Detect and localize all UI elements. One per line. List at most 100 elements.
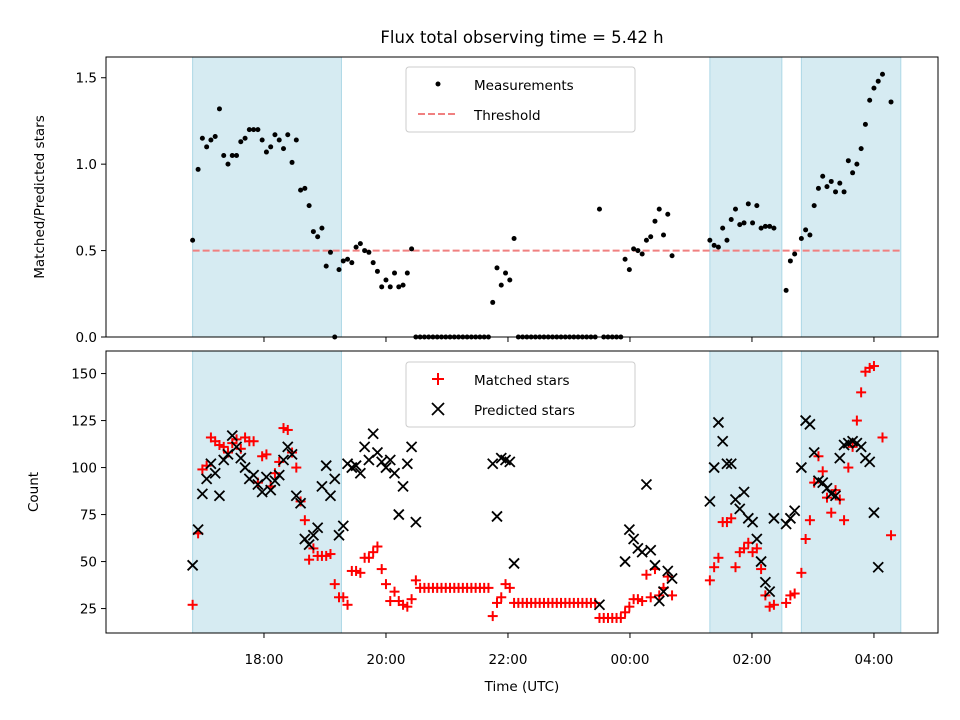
predicted-point: [657, 586, 670, 598]
observing-window: [709, 56, 783, 338]
predicted-point: [388, 467, 401, 479]
matched-point: [496, 592, 507, 603]
measurement-point: [626, 267, 632, 273]
predicted-point: [868, 507, 880, 519]
predicted-point: [789, 505, 801, 517]
predicted-point: [640, 478, 653, 491]
predicted-point: [808, 446, 820, 459]
measurement-point: [345, 256, 351, 262]
y-tick-label: 150: [71, 367, 97, 383]
matched-point: [325, 549, 336, 560]
matched-point: [483, 582, 494, 593]
x-axis-label: Time (UTC): [484, 679, 560, 695]
measurement-point: [875, 78, 881, 84]
predicted-point: [312, 522, 324, 534]
measurement-point: [724, 237, 730, 243]
measurement-point: [758, 225, 764, 231]
measurement-point: [669, 253, 675, 259]
predicted-point: [755, 555, 767, 568]
matched-point: [667, 590, 678, 601]
measurement-point: [767, 223, 773, 229]
chart-title: Flux total observing time = 5.42 h: [380, 28, 663, 47]
measurement-point: [195, 166, 201, 172]
predicted-point: [273, 469, 285, 481]
observing-window: [800, 350, 902, 634]
ratio-panel: 0.0 0.5 1.0 1.5 Matched/Predicted stars Mea…: [32, 56, 939, 346]
measurement-point: [349, 260, 355, 266]
matched-point: [620, 607, 631, 618]
measurement-point: [754, 203, 760, 209]
predicted-point: [376, 456, 388, 468]
predicted-point: [759, 576, 772, 588]
measurement-point: [787, 258, 793, 264]
legend-matched: Matched stars: [474, 373, 570, 389]
measurement-point: [711, 242, 717, 248]
predicted-point: [316, 480, 328, 492]
predicted-point: [320, 460, 332, 472]
measurement-point: [366, 249, 372, 255]
x-tick-label: 02:00: [733, 652, 772, 668]
predicted-point: [294, 497, 307, 509]
measurement-point: [327, 249, 333, 255]
predicted-point: [299, 533, 311, 545]
matched-point: [295, 496, 306, 507]
count-panel: 25 50 75 100 125 150 18:00 20:00 22:00 00:00 02:0…: [26, 350, 939, 695]
measurement-point: [306, 203, 312, 209]
measurement-point: [263, 149, 269, 155]
predicted-point: [746, 516, 759, 528]
measurement-point: [498, 282, 504, 288]
measurement-point: [837, 180, 843, 186]
predicted-point: [196, 488, 209, 500]
predicted-point: [817, 476, 829, 489]
measurement-point: [246, 127, 252, 133]
measurement-point: [272, 132, 278, 138]
measurement-point: [732, 206, 738, 212]
measurement-point: [737, 222, 743, 228]
matched-point: [363, 552, 374, 563]
x-tick-label: 18:00: [245, 652, 284, 668]
matched-point: [282, 424, 293, 435]
measurement-point: [745, 201, 751, 207]
measurement-point: [255, 127, 261, 133]
predicted-point: [872, 561, 884, 573]
predicted-point: [508, 557, 520, 570]
matched-point: [768, 599, 779, 610]
predicted-point: [265, 484, 277, 496]
measurement-point: [357, 241, 363, 247]
measurement-point: [387, 284, 393, 290]
matched-point: [781, 597, 792, 608]
measurement-point: [383, 277, 389, 283]
measurement-point: [379, 284, 385, 290]
measurement-point: [216, 106, 222, 112]
matched-point: [376, 564, 387, 575]
measurement-point: [728, 216, 734, 222]
y-tick-label: 0.5: [76, 244, 97, 260]
predicted-point: [201, 473, 213, 485]
measurement-point: [845, 158, 851, 164]
measurement-point: [302, 185, 308, 191]
predicted-point: [829, 490, 842, 502]
measurement-point: [204, 144, 210, 150]
matched-point: [726, 513, 737, 524]
measurement-point: [208, 137, 214, 143]
matched-point: [743, 537, 754, 548]
y-tick-label: 1.0: [76, 157, 97, 173]
predicted-point: [256, 486, 268, 498]
predicted-point: [186, 559, 199, 571]
predicted-point: [307, 529, 320, 541]
predicted-point: [717, 435, 729, 447]
measurement-point: [792, 251, 798, 257]
measurement-point: [340, 258, 346, 264]
measurement-point: [490, 299, 496, 305]
matched-point: [789, 588, 800, 599]
predicted-point: [401, 458, 413, 470]
matched-point: [886, 530, 897, 541]
measurement-point: [370, 260, 376, 266]
predicted-point: [636, 546, 648, 558]
matched-point: [368, 547, 379, 558]
matched-point: [342, 599, 353, 610]
x-tick-label: 20:00: [367, 652, 406, 668]
matched-point: [751, 543, 762, 554]
measurement-point: [212, 134, 218, 140]
